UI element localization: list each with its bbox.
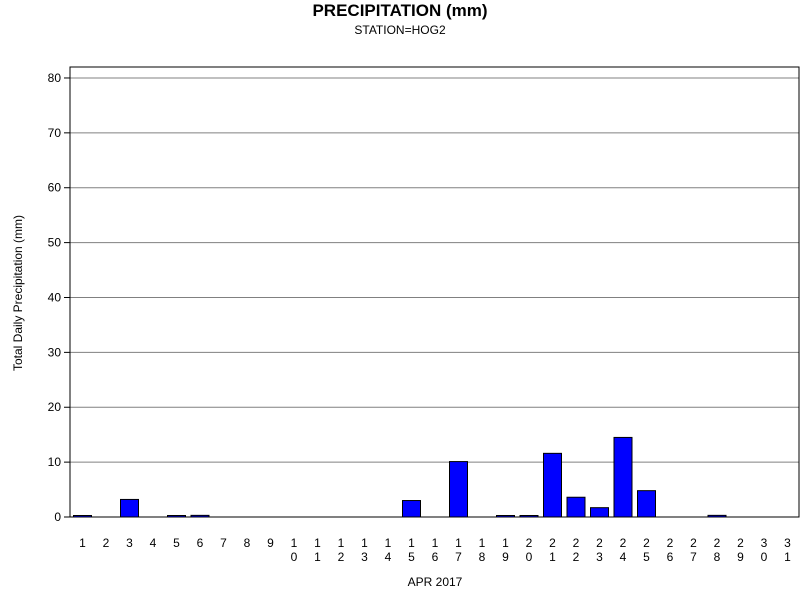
y-tick-label: 80 bbox=[48, 71, 62, 85]
gridlines bbox=[70, 77, 799, 463]
bar bbox=[590, 507, 609, 518]
chart-subtitle: STATION=HOG2 bbox=[354, 23, 446, 37]
x-tick-label: 2 bbox=[103, 536, 110, 550]
chart-title: PRECIPITATION (mm) bbox=[312, 1, 488, 20]
x-tick-label: 8 bbox=[244, 536, 251, 550]
y-tick-label: 60 bbox=[48, 181, 62, 195]
y-axis-label: Total Daily Precipitation (mm) bbox=[11, 215, 25, 371]
y-tick-label: 70 bbox=[48, 126, 62, 140]
bar bbox=[566, 496, 586, 518]
bar bbox=[637, 490, 656, 518]
bar bbox=[543, 452, 562, 518]
bar bbox=[613, 436, 633, 518]
bar bbox=[449, 461, 468, 518]
y-tick-label: 40 bbox=[48, 290, 62, 304]
x-tick-label: 7 bbox=[220, 536, 227, 550]
y-tick-label: 30 bbox=[48, 345, 62, 359]
y-tick-label: 50 bbox=[48, 236, 62, 250]
x-axis-label: APR 2017 bbox=[408, 575, 463, 589]
y-tick-label: 20 bbox=[48, 400, 62, 414]
x-tick-label: 5 bbox=[173, 536, 180, 550]
bar bbox=[402, 500, 421, 518]
x-tick-label: 1 bbox=[79, 536, 86, 550]
x-tick-label: 9 bbox=[267, 536, 274, 550]
x-tick-label: 3 bbox=[126, 536, 133, 550]
y-tick-label: 10 bbox=[48, 455, 62, 469]
bars bbox=[73, 436, 727, 518]
x-tick-label: 4 bbox=[150, 536, 157, 550]
bar bbox=[120, 498, 139, 518]
x-tick-label: 6 bbox=[197, 536, 204, 550]
plot-frame bbox=[69, 66, 800, 518]
y-tick-label: 0 bbox=[54, 510, 61, 524]
